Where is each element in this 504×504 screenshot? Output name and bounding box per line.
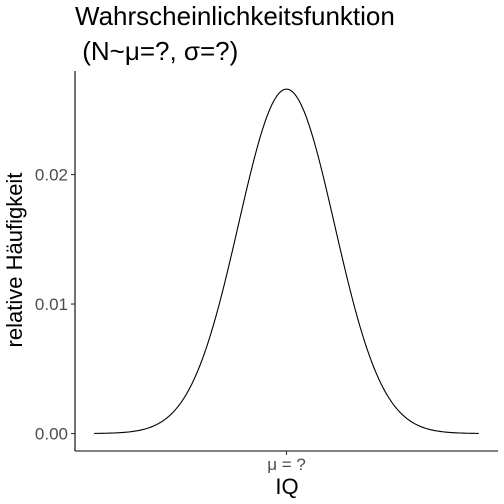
chart-title-line-2: (N~μ=?, σ=?) [75, 36, 238, 66]
plot-area: 0.00 0.01 0.02 μ = ? [35, 71, 498, 474]
chart-title-line-1: Wahrscheinlichkeitsfunktion [75, 1, 395, 31]
density-curve [94, 88, 479, 434]
x-axis-ticks: μ = ? [267, 451, 306, 474]
y-tick-label: 0.00 [35, 425, 68, 444]
x-tick-label: μ = ? [267, 455, 306, 474]
y-axis-title: relative Häufigkeit [2, 173, 27, 348]
y-tick-label: 0.01 [35, 295, 68, 314]
y-tick-label: 0.02 [35, 166, 68, 185]
y-axis-ticks: 0.00 0.01 0.02 [35, 166, 75, 444]
x-axis-title: IQ [275, 474, 298, 499]
